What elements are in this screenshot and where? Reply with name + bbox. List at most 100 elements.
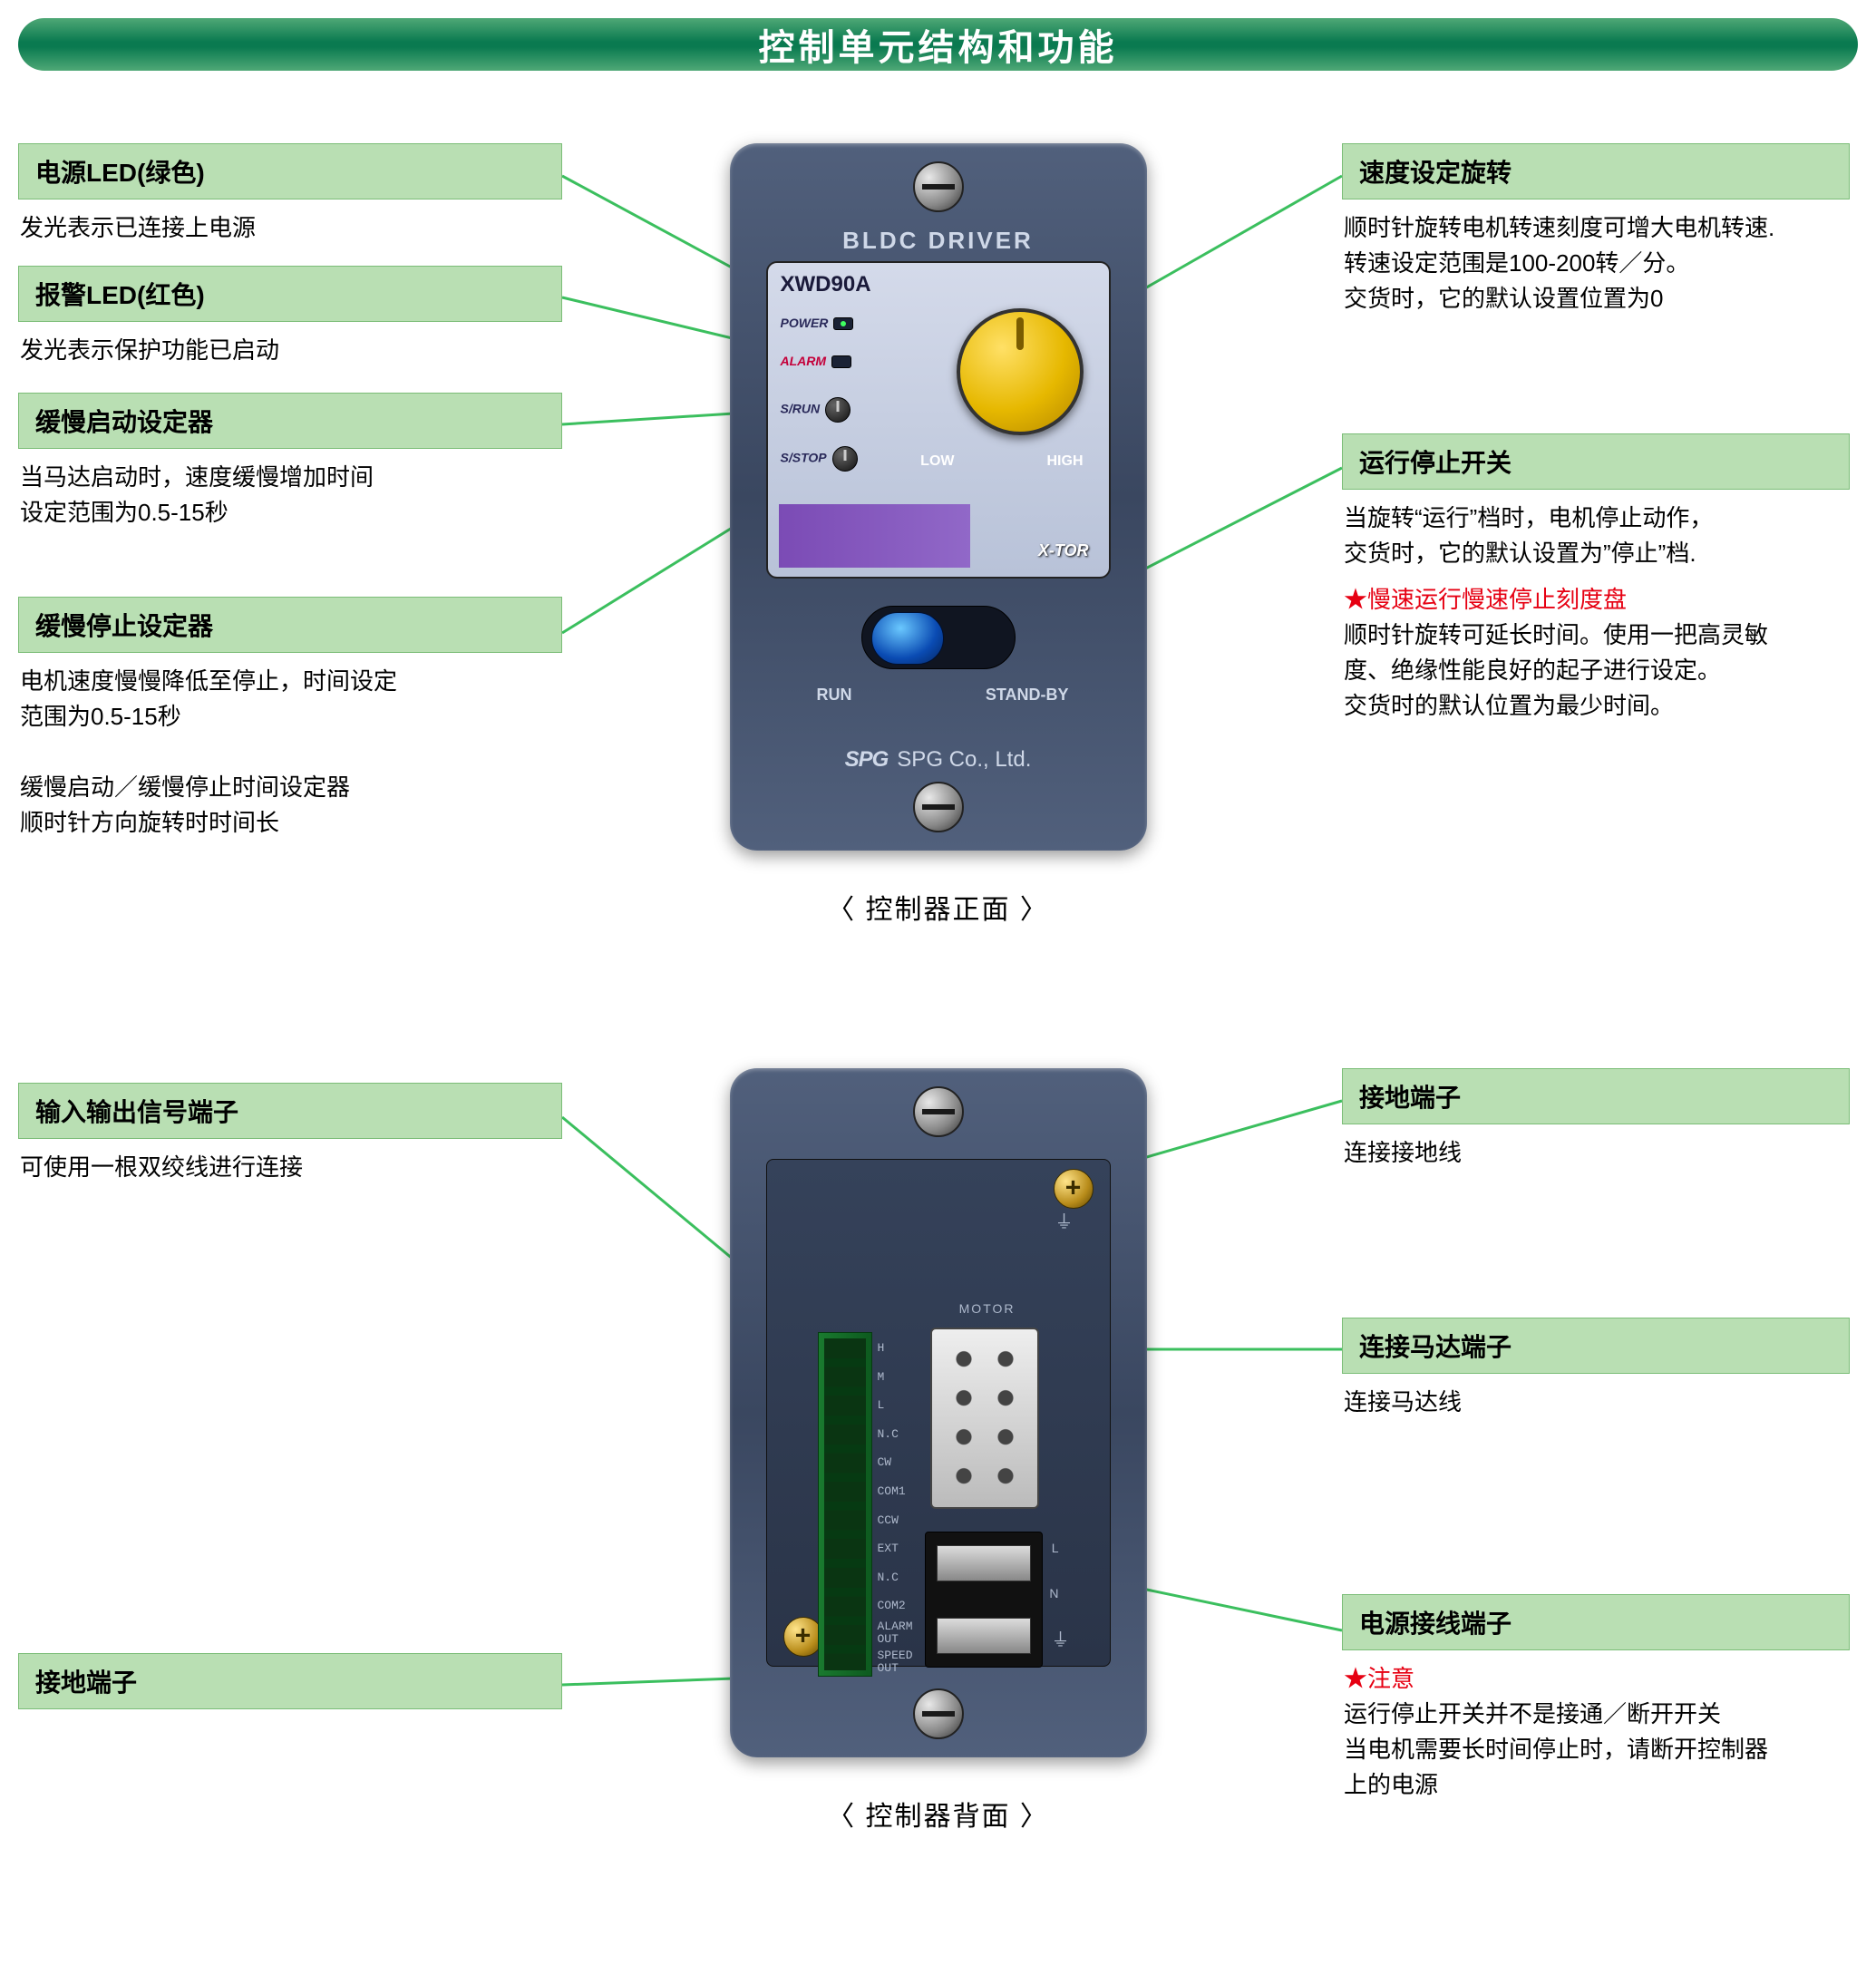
ground-icon: ⏚ xyxy=(1055,1207,1074,1233)
callout-header: 缓慢停止设定器 xyxy=(18,597,562,653)
star-body: 顺时针旋转可延长时间。使用一把高灵敏 度、绝缘性能良好的起子进行设定。 交货时的… xyxy=(1344,618,1833,724)
terminal-label: N.C xyxy=(878,1420,913,1449)
motor-label: MOTOR xyxy=(959,1301,1016,1316)
srun-row: S/RUN xyxy=(781,397,851,423)
callout-body: 发光表示已连接上电源 xyxy=(18,199,562,246)
power-led-icon xyxy=(833,317,853,330)
power-label: POWER xyxy=(781,316,829,330)
callout-header: 报警LED(红色) xyxy=(18,266,562,322)
star-note: ★慢速运行慢速停止刻度盘 顺时针旋转可延长时间。使用一把高灵敏 度、绝缘性能良好… xyxy=(1342,571,1850,724)
callout-header: 输入输出信号端子 xyxy=(18,1083,562,1139)
callout-body: 发光表示保护功能已启动 xyxy=(18,322,562,368)
callout-speed-knob: 速度设定旋转 顺时针旋转电机转速刻度可增大电机转速. 转速设定范围是100-20… xyxy=(1342,143,1850,316)
model-label: XWD90A xyxy=(781,272,871,297)
run-slider-knob-icon xyxy=(871,612,944,665)
terminal-label: COM2 xyxy=(878,1591,913,1620)
callout-header: 电源接线端子 xyxy=(1342,1594,1850,1650)
callout-slow-stop: 缓慢停止设定器 电机速度慢慢降低至停止，时间设定 范围为0.5-15秒 缓慢启动… xyxy=(18,597,562,841)
terminal-label: EXT xyxy=(878,1534,913,1563)
callout-body: 顺时针旋转电机转速刻度可增大电机转速. 转速设定范围是100-200转／分。 交… xyxy=(1342,199,1850,316)
back-section: 输入输出信号端子 可使用一根双绞线进行连接 接地端子 接地端子 连接接地线 连接… xyxy=(0,1050,1876,1866)
star-title: 注意 xyxy=(1367,1665,1414,1692)
terminal-label: COM1 xyxy=(878,1477,913,1506)
power-row: POWER xyxy=(781,316,854,330)
callout-body: 当马达启动时，速度缓慢增加时间 设定范围为0.5-15秒 xyxy=(18,449,562,530)
callout-body: 连接接地线 xyxy=(1342,1124,1850,1171)
ground-icon: ⏚ xyxy=(1052,1625,1070,1651)
back-caption: 〈 控制器背面 〉 xyxy=(0,1794,1876,1834)
callout-header: 运行停止开关 xyxy=(1342,433,1850,490)
callout-body: 可使用一根双绞线进行连接 xyxy=(18,1139,562,1185)
callout-power-led: 电源LED(绿色) 发光表示已连接上电源 xyxy=(18,143,562,246)
n-label: N xyxy=(1049,1586,1058,1600)
callout-body: 电机速度慢慢降低至停止，时间设定 范围为0.5-15秒 缓慢启动／缓慢停止时间设… xyxy=(18,653,562,841)
device-title: BLDC DRIVER xyxy=(730,227,1147,255)
spg-logo: SPG xyxy=(845,747,889,772)
callout-slow-run: 缓慢启动设定器 当马达启动时，速度缓慢增加时间 设定范围为0.5-15秒 xyxy=(18,393,562,530)
terminal-label: H xyxy=(878,1334,913,1363)
power-slot-l xyxy=(937,1545,1031,1581)
xtor-label: X-TOR xyxy=(1038,541,1089,560)
star-icon: ★ xyxy=(1344,586,1367,613)
io-terminal-block-icon xyxy=(818,1332,872,1677)
star-note: ★注意 运行停止开关并不是接通／断开开关 当电机需要长时间停止时，请断开控制器 … xyxy=(1342,1650,1850,1803)
star-icon: ★ xyxy=(1344,1665,1367,1692)
callout-header: 速度设定旋转 xyxy=(1342,143,1850,199)
callout-ground-right: 接地端子 连接接地线 xyxy=(1342,1068,1850,1171)
callout-header: 接地端子 xyxy=(1342,1068,1850,1124)
phillips-screw-tr xyxy=(1054,1169,1094,1209)
alarm-label: ALARM xyxy=(781,354,827,368)
sstop-label: S/STOP xyxy=(781,451,827,465)
screw-top xyxy=(913,161,964,212)
callout-ground-left: 接地端子 xyxy=(18,1653,562,1709)
controller-back: MOTOR ⏚ ⏚ ⏚ HMLN.CCWCOM1CCWEXTN.CCOM2ALA… xyxy=(730,1068,1147,1757)
terminal-labels: HMLN.CCWCOM1CCWEXTN.CCOM2ALARM OUTSPEED … xyxy=(878,1334,913,1678)
terminal-label: CCW xyxy=(878,1506,913,1535)
speed-knob-icon xyxy=(957,308,1084,435)
srun-trimmer-icon xyxy=(825,397,851,423)
callout-body: 连接马达线 xyxy=(1342,1374,1850,1420)
star-title: 慢速运行慢速停止刻度盘 xyxy=(1367,586,1627,613)
spg-label: SPG SPG Co., Ltd. xyxy=(730,747,1147,773)
power-terminal-icon xyxy=(925,1532,1043,1668)
sstop-trimmer-icon xyxy=(832,446,858,472)
callout-header: 缓慢启动设定器 xyxy=(18,393,562,449)
controller-front: BLDC DRIVER XWD90A POWER ALARM S/RUN S/S… xyxy=(730,143,1147,851)
sstop-row: S/STOP xyxy=(781,446,858,472)
star-body: 运行停止开关并不是接通／断开开关 当电机需要长时间停止时，请断开控制器 上的电源 xyxy=(1344,1697,1833,1803)
standby-label: STAND-BY xyxy=(986,686,1069,705)
callout-header: 电源LED(绿色) xyxy=(18,143,562,199)
terminal-label: L xyxy=(878,1391,913,1420)
low-label: LOW xyxy=(920,453,954,470)
high-label: HIGH xyxy=(1047,453,1084,470)
callout-header: 连接马达端子 xyxy=(1342,1318,1850,1374)
callout-power-terminal: 电源接线端子 ★注意 运行停止开关并不是接通／断开开关 当电机需要长时间停止时，… xyxy=(1342,1594,1850,1803)
power-slot-n xyxy=(937,1618,1031,1654)
terminal-label: CW xyxy=(878,1448,913,1477)
title-bar: 控制单元结构和功能 xyxy=(18,18,1858,71)
motor-connector-icon xyxy=(930,1328,1039,1509)
terminal-label: M xyxy=(878,1363,913,1392)
run-label: RUN xyxy=(817,686,852,705)
page-title: 控制单元结构和功能 xyxy=(759,18,1118,71)
callout-motor-terminal: 连接马达端子 连接马达线 xyxy=(1342,1318,1850,1420)
front-caption: 〈 控制器正面 〉 xyxy=(0,887,1876,927)
l-label: L xyxy=(1052,1541,1059,1555)
back-inner: MOTOR ⏚ ⏚ ⏚ HMLN.CCWCOM1CCWEXTN.CCOM2ALA… xyxy=(766,1159,1111,1667)
screw-top xyxy=(913,1086,964,1137)
alarm-led-icon xyxy=(831,355,851,368)
srun-label: S/RUN xyxy=(781,402,821,416)
terminal-label: N.C xyxy=(878,1563,913,1592)
callout-header: 接地端子 xyxy=(18,1653,562,1709)
run-slider-well xyxy=(861,606,1016,669)
callout-io-terminal: 输入输出信号端子 可使用一根双绞线进行连接 xyxy=(18,1083,562,1185)
spg-text: SPG Co., Ltd. xyxy=(897,747,1031,772)
screw-bottom xyxy=(913,782,964,832)
alarm-row: ALARM xyxy=(781,354,852,368)
terminal-label: SPEED OUT xyxy=(878,1649,913,1678)
callout-run-stop: 运行停止开关 当旋转“运行”档时，电机停止动作， 交货时，它的默认设置为”停止”… xyxy=(1342,433,1850,724)
screw-bottom xyxy=(913,1688,964,1739)
front-section: 电源LED(绿色) 发光表示已连接上电源 报警LED(红色) 发光表示保护功能已… xyxy=(0,125,1876,941)
terminal-label: ALARM OUT xyxy=(878,1620,913,1649)
callout-body: 当旋转“运行”档时，电机停止动作， 交货时，它的默认设置为”停止”档. xyxy=(1342,490,1850,571)
